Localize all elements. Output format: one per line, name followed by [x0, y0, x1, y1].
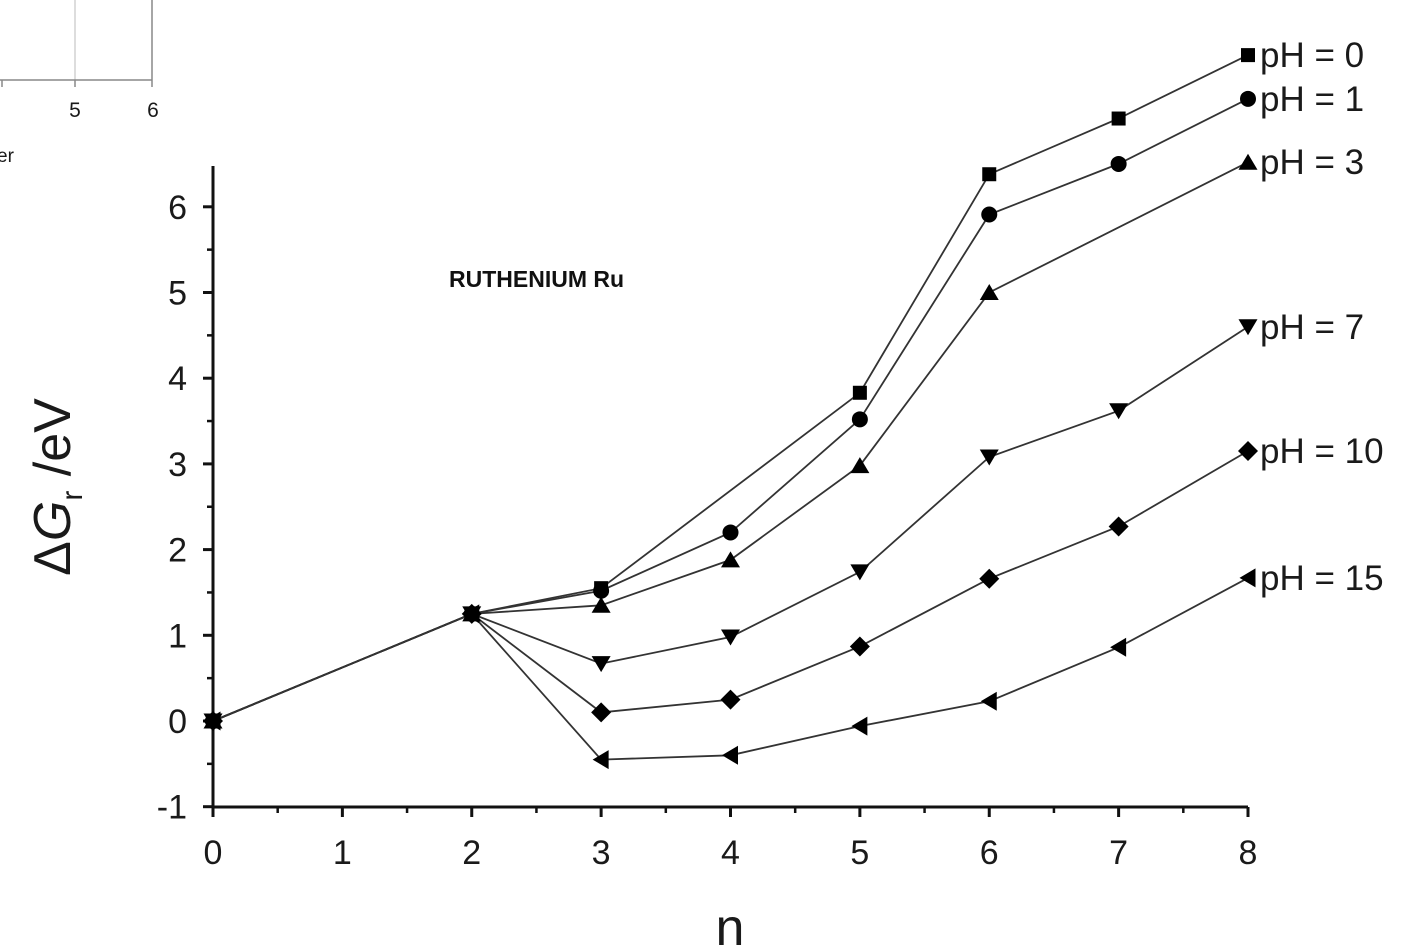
series-labels: pH = 0 pH = 1 pH = 3 pH = 7 pH = 10 pH = 15	[1260, 36, 1384, 598]
series-lines	[212, 54, 1249, 761]
data-point-triangle-left	[592, 750, 609, 770]
series-line-triangle-left	[212, 577, 1249, 761]
data-point-square	[1111, 111, 1126, 126]
x-tick-label: 4	[721, 834, 740, 872]
data-point-circle	[981, 206, 998, 223]
y-label-subscript: r	[56, 491, 89, 501]
data-point-diamond	[849, 636, 870, 657]
y-tick-label: 3	[168, 446, 187, 484]
data-point-square	[982, 167, 997, 182]
series-line-diamond	[212, 450, 1249, 722]
data-point-triangle-left	[463, 604, 480, 624]
data-point-triangle-up	[591, 596, 611, 613]
data-point-diamond	[1108, 516, 1129, 537]
x-tick-label: 5	[850, 834, 869, 872]
data-point-triangle-left	[980, 691, 997, 711]
inset-tick-label: 6	[147, 99, 159, 122]
series-label: pH = 10	[1260, 432, 1384, 471]
data-point-triangle-up	[1238, 153, 1258, 170]
y-tick-label: 0	[168, 703, 187, 741]
series-label: pH = 7	[1260, 308, 1364, 347]
data-point-triangle-left	[1239, 568, 1256, 588]
data-point-triangle-down	[591, 656, 611, 673]
data-point-diamond	[1238, 441, 1258, 462]
x-tick-label: 0	[204, 834, 223, 872]
data-point-square	[1241, 48, 1255, 63]
data-point-diamond	[979, 568, 1000, 589]
x-axis-label: n	[716, 899, 745, 952]
x-tick-label: 6	[980, 834, 999, 872]
x-tick-label: 3	[592, 834, 611, 872]
y-label-unit: /eV	[24, 398, 82, 491]
y-tick-label: 4	[168, 360, 187, 398]
data-point-triangle-down	[850, 564, 870, 581]
data-point-circle	[851, 411, 868, 428]
data-point-diamond	[591, 702, 612, 723]
series-markers	[203, 48, 1258, 770]
x-tick-label: 2	[462, 834, 481, 872]
data-point-triangle-left	[204, 711, 221, 731]
series-label: pH = 15	[1260, 559, 1384, 598]
data-point-triangle-up	[979, 284, 999, 300]
data-point-triangle-up	[721, 551, 740, 568]
y-ticks: -1 0 1 2 3 4 5 6	[157, 189, 213, 827]
data-point-circle	[722, 524, 739, 541]
series-label: pH = 3	[1260, 143, 1364, 182]
data-point-triangle-left	[851, 716, 868, 736]
series-line-square	[212, 54, 1249, 722]
x-ticks: 0 1 2 3 4 5 6 7 8	[204, 807, 1258, 872]
data-point-triangle-down	[721, 629, 740, 646]
data-point-triangle-down	[1109, 403, 1129, 420]
data-point-triangle-up	[850, 457, 870, 474]
y-label-delta: Δ	[24, 541, 82, 576]
data-point-circle	[1240, 90, 1256, 107]
axes	[211, 166, 1248, 809]
series-line-triangle-down	[212, 326, 1249, 722]
data-point-diamond	[720, 689, 741, 710]
y-axis-label: ΔGr /eV	[24, 398, 89, 576]
inset-axis-label-fragment: er	[0, 146, 15, 167]
inset-fragment: 5 6 er	[0, 0, 159, 167]
y-tick-label: 6	[168, 189, 187, 227]
series-label: pH = 1	[1260, 80, 1364, 119]
data-point-triangle-down	[979, 449, 999, 466]
data-point-circle	[593, 582, 610, 599]
y-tick-label: 2	[168, 532, 187, 570]
data-point-triangle-left	[1110, 637, 1127, 657]
y-label-symbol: G	[24, 501, 82, 541]
series-line-circle	[212, 97, 1249, 722]
series-label: pH = 0	[1260, 36, 1364, 75]
y-tick-label: 1	[168, 617, 187, 655]
x-tick-label: 7	[1109, 834, 1128, 872]
data-point-circle	[1110, 155, 1127, 172]
x-tick-label: 1	[333, 834, 352, 872]
y-tick-label: 5	[168, 275, 187, 313]
chart-annotation: RUTHENIUM Ru	[449, 266, 624, 292]
data-point-triangle-left	[722, 745, 738, 765]
y-tick-label: -1	[157, 789, 187, 827]
x-tick-label: 8	[1239, 834, 1258, 872]
inset-tick-label: 5	[69, 99, 81, 122]
data-point-triangle-down	[1238, 319, 1258, 336]
data-point-square	[852, 385, 867, 400]
